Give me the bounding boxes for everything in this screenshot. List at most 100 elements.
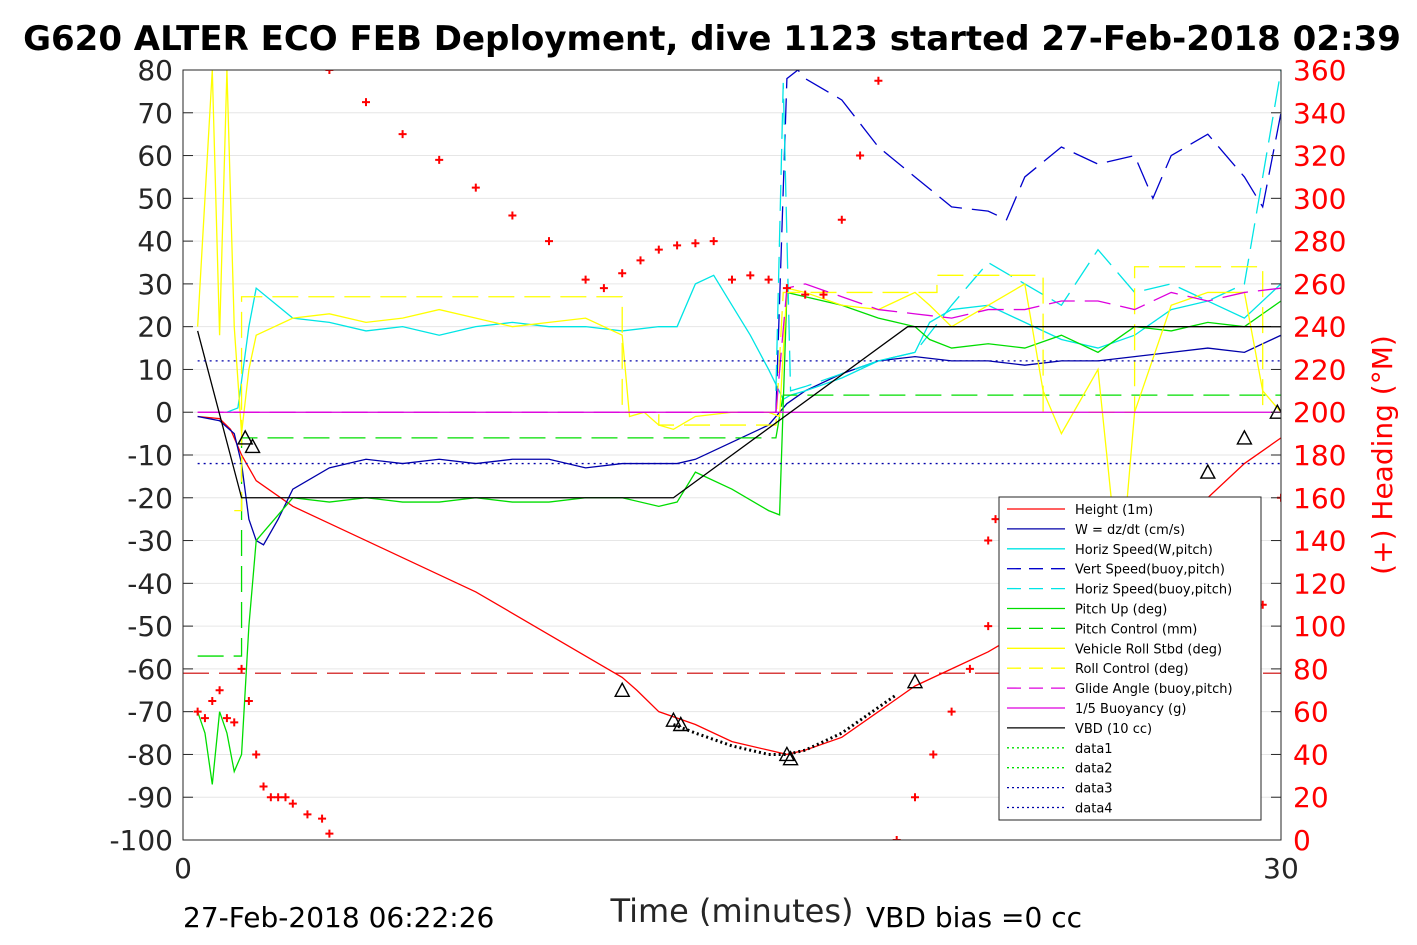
heading-point [288,799,297,808]
heading-point [837,215,846,224]
heading-point [654,245,663,254]
heading-cross [266,793,275,802]
heading-point [892,836,901,840]
heading-cross [208,696,217,705]
heading-cross [193,707,202,716]
triangle-marker [1236,429,1253,445]
x-tick-label: 0 [174,852,192,885]
heading-cross [892,836,901,840]
series-pitch-control-mm- [197,394,1281,657]
triangle-marker [778,745,796,762]
heading-cross [252,750,261,759]
series-vert-speed-buoy-pitch- [775,70,1281,413]
legend-label: Horiz Speed(buoy,pitch) [1075,583,1232,598]
heading-cross [325,70,334,74]
legend-label: Vert Speed(buoy,pitch) [1075,563,1225,578]
heading-point [782,284,791,293]
series-glide-angle-buoy-pitch- [197,283,1281,413]
y-right-tick-label: 300 [1293,182,1346,215]
heading-point [318,814,327,823]
y-tick-label: -30 [127,525,173,558]
heading-point [193,707,202,716]
legend-label: VBD (10 cc) [1075,722,1152,737]
heading-cross [398,130,407,139]
heading-cross [545,237,553,246]
heading-cross [281,793,290,802]
heading-point [215,686,224,695]
y-right-tick-label: 160 [1293,482,1346,515]
heading-cross [237,664,246,673]
heading-cross [215,686,224,695]
x-tick-label: 30 [1263,852,1299,885]
bottom-axis: 0 30 [174,830,1299,885]
heading-cross [691,239,700,248]
y-tick-label: -50 [127,610,173,643]
heading-point [746,271,755,280]
heading-cross [764,275,773,284]
chart-title: G620 ALTER ECO FEB Deployment, dive 1123… [23,19,1401,59]
heading-point [237,664,246,673]
triangle-marker [665,711,682,727]
heading-cross [856,151,865,160]
heading-point [965,664,974,673]
heading-cross [654,245,663,254]
series-vehicle-roll-stbd-deg- [196,70,1281,584]
y-right-tick-label: 220 [1293,353,1346,386]
y-tick-label: 40 [137,225,173,258]
heading-point [874,76,883,85]
heading-cross [673,241,682,250]
legend-label: Vehicle Roll Stbd (deg) [1075,642,1222,657]
heading-point [244,696,253,705]
heading-point [911,793,919,802]
heading-cross [929,750,938,759]
series-horiz-speed-buoy-pitch- [775,70,1281,392]
heading-cross [508,211,517,220]
heading-cross [274,793,283,802]
heading-point [259,782,268,791]
legend-label: Height (1m) [1075,503,1153,518]
heading-cross [200,714,209,723]
y-right-tick-label: 200 [1293,396,1346,429]
triangle-marker [672,716,689,732]
y-tick-label: 80 [137,54,173,87]
triangle-marker [237,429,254,445]
y-right-tick-label: 260 [1293,268,1346,301]
heading-point [991,515,1000,524]
y-tick-label: 0 [155,396,173,429]
heading-cross [259,782,268,791]
y-tick-label: -90 [127,781,173,814]
legend-label: data1 [1075,742,1113,757]
heading-point [325,70,334,74]
y-right-tick-label: 360 [1293,54,1346,87]
right-axis: 3603403203002802602402202001801601401201… [1271,54,1346,857]
y-tick-label: -40 [127,567,173,600]
y-right-tick-label: 80 [1293,653,1329,686]
heading-point [691,239,700,248]
heading-point [984,536,993,545]
heading-cross [471,183,480,192]
heading-point [274,793,283,802]
heading-point [764,275,773,284]
legend-box [998,496,1262,821]
heading-cross [965,664,974,673]
heading-point [819,290,828,299]
heading-point [325,829,334,838]
heading-cross [801,290,810,299]
left-axis: 80 70 60 50 40 30 20 10 0 -10 -20 -30 -40 -50 -60 -70 -8… [109,54,193,857]
heading-cross [581,275,590,284]
heading-point [618,269,627,278]
legend-label: data4 [1075,802,1113,817]
y-tick-label: 30 [137,268,173,301]
y-tick-label: 60 [137,140,173,173]
heading-cross [984,536,993,545]
heading-cross [984,622,993,631]
y-right-tick-label: 100 [1293,610,1346,643]
heading-cross [782,284,791,293]
heading-cross [911,793,919,802]
heading-cross [618,269,627,278]
y-right-tick-label: 320 [1293,140,1346,173]
legend: Height (1m) W = dz/dt (cm/s) Horiz Speed(W… [998,496,1262,821]
heading-point [281,793,290,802]
y-right-tick-label: 140 [1293,525,1346,558]
legend-label: Pitch Control (mm) [1075,622,1197,637]
